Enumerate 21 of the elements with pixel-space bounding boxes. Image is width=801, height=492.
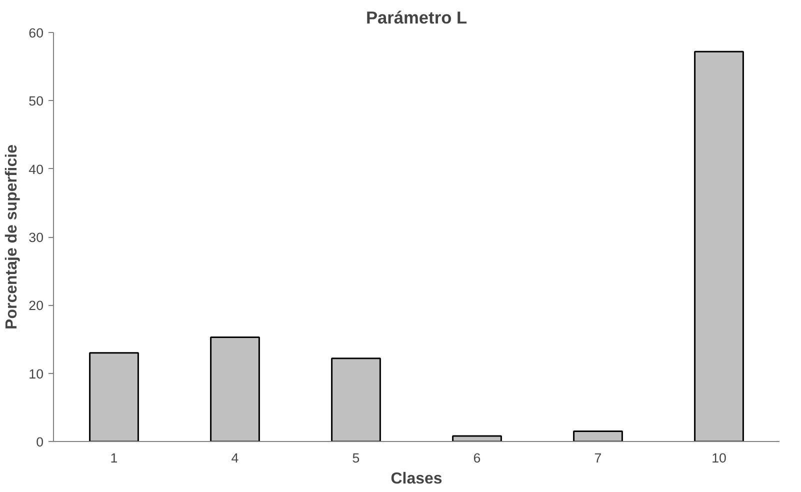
y-tick-label: 20 <box>28 298 44 314</box>
y-tick-label: 10 <box>28 366 44 382</box>
x-tick-label: 4 <box>231 450 240 466</box>
bar <box>573 430 623 442</box>
bar <box>331 358 381 442</box>
y-tick-label: 0 <box>36 434 44 450</box>
y-axis-title: Porcentaje de superficie <box>4 144 21 330</box>
x-tick-label: 7 <box>594 450 602 466</box>
x-axis-title: Clases <box>390 470 442 488</box>
y-tick-label: 40 <box>28 162 44 177</box>
bar <box>89 352 139 442</box>
x-tick-label: 5 <box>352 450 360 466</box>
y-tick-label: 60 <box>28 26 44 40</box>
x-tick-label: 6 <box>473 450 481 466</box>
x-tick-label: 1 <box>110 450 118 466</box>
chart-title: Parámetro L <box>366 8 468 28</box>
y-tick-label: 30 <box>28 230 44 245</box>
bar <box>210 336 260 442</box>
x-tick-label: 10 <box>712 450 726 466</box>
y-tick-label: 50 <box>28 94 44 109</box>
bar <box>694 50 744 442</box>
